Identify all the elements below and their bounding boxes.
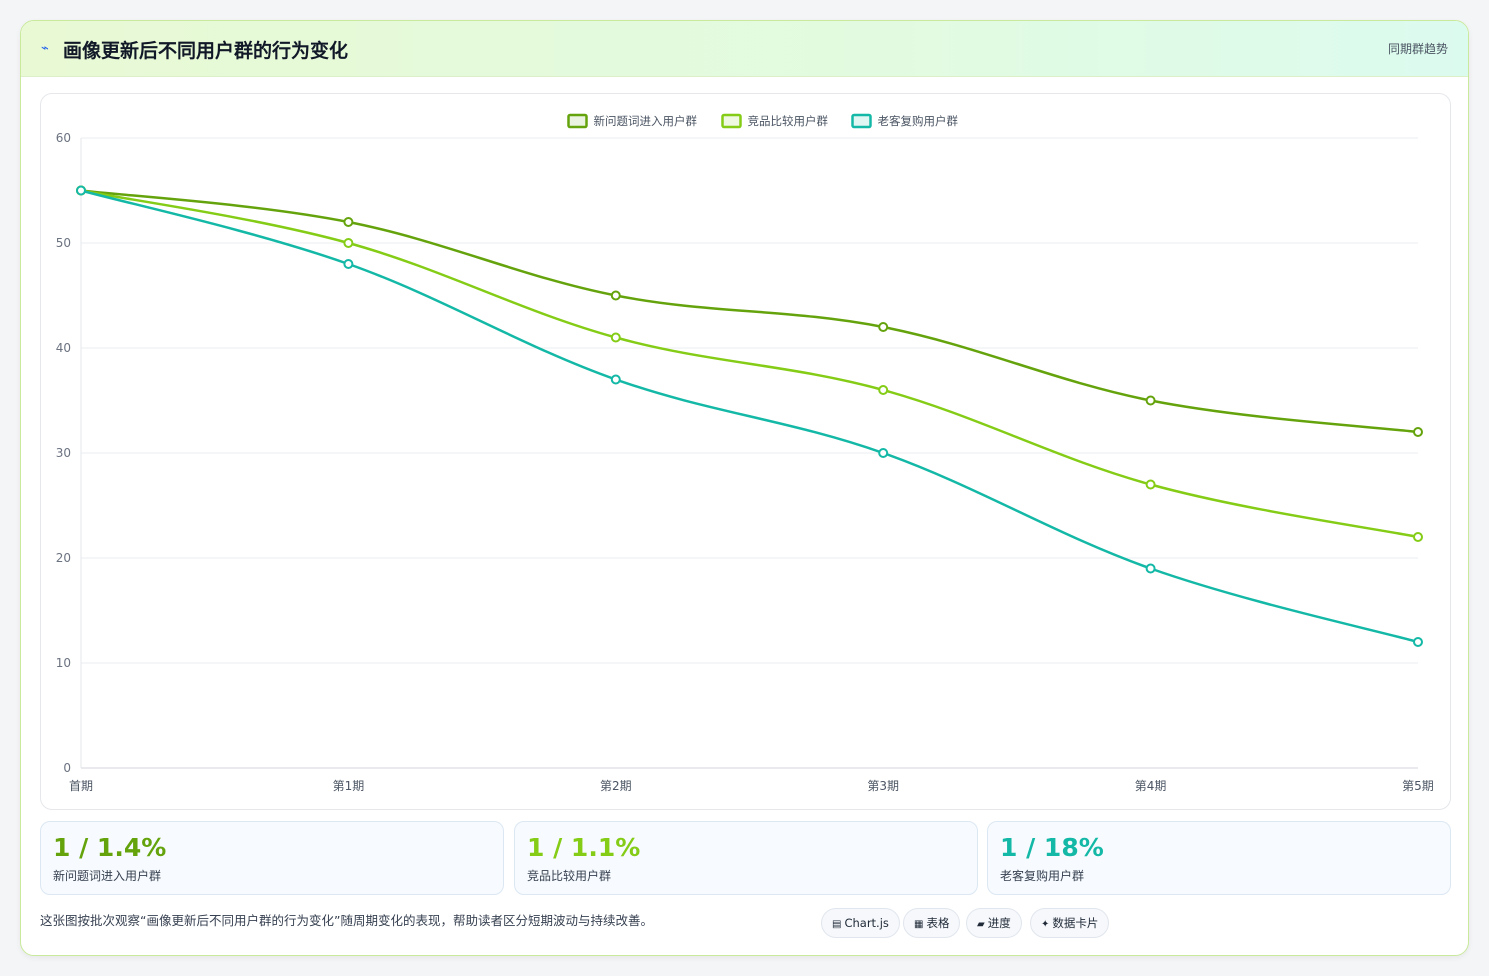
chart-description: 这张图按批次观察“画像更新后不同用户群的行为变化”随周期变化的表现，帮助读者区分… — [40, 913, 653, 928]
y-tick-label: 20 — [56, 551, 71, 565]
legend-swatch — [851, 113, 872, 129]
header-tag: 同期群趋势 — [1387, 42, 1448, 56]
data-point — [76, 185, 86, 196]
legend-label: 竞品比较用户群 — [748, 114, 829, 128]
chart-container: 0 10 20 30 40 50 60 首期 第1期 第2期 第3期 第4期 第5期 新问题词进入用户群 竞… — [40, 93, 1451, 810]
table-icon: ▦ — [914, 919, 924, 930]
chip-table[interactable]: ▦ 表格 — [903, 908, 961, 938]
stat-card-2: 1 / 1.1% 竞品比较用户群 — [514, 821, 978, 895]
data-point — [878, 448, 889, 458]
stats-row: 1 / 1.4% 新问题词进入用户群 1 / 1.1% 竞品比较用户群 1 / … — [40, 821, 1451, 895]
series-line-2 — [80, 189, 1419, 539]
chip-chartjs[interactable]: ▤ Chart.js — [821, 908, 900, 938]
legend-label: 老客复购用户群 — [878, 114, 959, 128]
y-tick-label: 40 — [56, 341, 71, 355]
data-point — [878, 322, 889, 332]
y-tick-label: 60 — [56, 131, 71, 145]
x-tick-label: 第3期 — [867, 779, 899, 793]
chip-data-card[interactable]: ✦ 数据卡片 — [1030, 908, 1110, 938]
data-point — [610, 332, 621, 343]
chip-label: 数据卡片 — [1052, 916, 1099, 930]
x-tick-label: 第5期 — [1402, 779, 1434, 793]
stat-card-3: 1 / 18% 老客复购用户群 — [987, 821, 1451, 895]
progress-icon: ▰ — [977, 919, 985, 930]
series-line-1 — [80, 189, 1419, 434]
chip-label: 进度 — [987, 916, 1011, 930]
data-point — [1145, 395, 1156, 406]
page-title: 画像更新后不同用户群的行为变化 — [63, 40, 349, 62]
data-point — [1413, 427, 1423, 437]
line-chart: 0 10 20 30 40 50 60 首期 第1期 第2期 第3期 第4期 第5期 新问题词进入用户群 竞… — [56, 113, 1434, 793]
stat-label: 竞品比较用户群 — [527, 869, 612, 883]
y-tick-label: 30 — [56, 446, 71, 460]
x-tick-label: 第2期 — [600, 779, 632, 793]
data-point — [1145, 479, 1156, 490]
stat-value: 1 / 18% — [1000, 833, 1104, 862]
card-header: ⌁ 画像更新后不同用户群的行为变化 同期群趋势 — [21, 21, 1468, 77]
lightning-icon: ⌁ — [41, 41, 49, 56]
x-tick-label: 首期 — [69, 779, 93, 793]
stat-label: 老客复购用户群 — [1000, 869, 1085, 883]
data-point — [1413, 637, 1423, 647]
chart-icon: ▤ — [832, 919, 842, 930]
data-point — [1145, 563, 1156, 574]
stat-value: 1 / 1.4% — [53, 833, 167, 862]
x-tick-label: 第4期 — [1135, 779, 1167, 793]
chart-card: ⌁ 画像更新后不同用户群的行为变化 同期群趋势 0 10 20 30 40 50 60 首期 第… — [20, 20, 1469, 956]
y-tick-label: 50 — [56, 236, 71, 250]
legend-label: 新问题词进入用户群 — [594, 114, 698, 128]
data-point — [610, 374, 621, 385]
chip-progress[interactable]: ▰ 进度 — [966, 908, 1022, 938]
legend-swatch — [721, 113, 742, 129]
y-tick-label: 10 — [56, 656, 71, 670]
data-point — [343, 259, 354, 269]
series-line-3 — [80, 189, 1419, 644]
data-point — [343, 238, 354, 248]
legend-swatch — [567, 113, 588, 129]
chip-label: Chart.js — [844, 916, 889, 930]
chip-label: 表格 — [926, 916, 950, 930]
data-point — [878, 385, 889, 395]
stat-label: 新问题词进入用户群 — [53, 869, 162, 883]
data-point — [610, 290, 621, 301]
stat-value: 1 / 1.1% — [527, 833, 641, 862]
data-point — [343, 217, 354, 227]
sparkle-icon: ✦ — [1041, 919, 1050, 930]
data-point — [1413, 532, 1423, 542]
x-tick-label: 第1期 — [333, 779, 365, 793]
stat-card-1: 1 / 1.4% 新问题词进入用户群 — [40, 821, 504, 895]
y-tick-label: 0 — [63, 761, 71, 775]
